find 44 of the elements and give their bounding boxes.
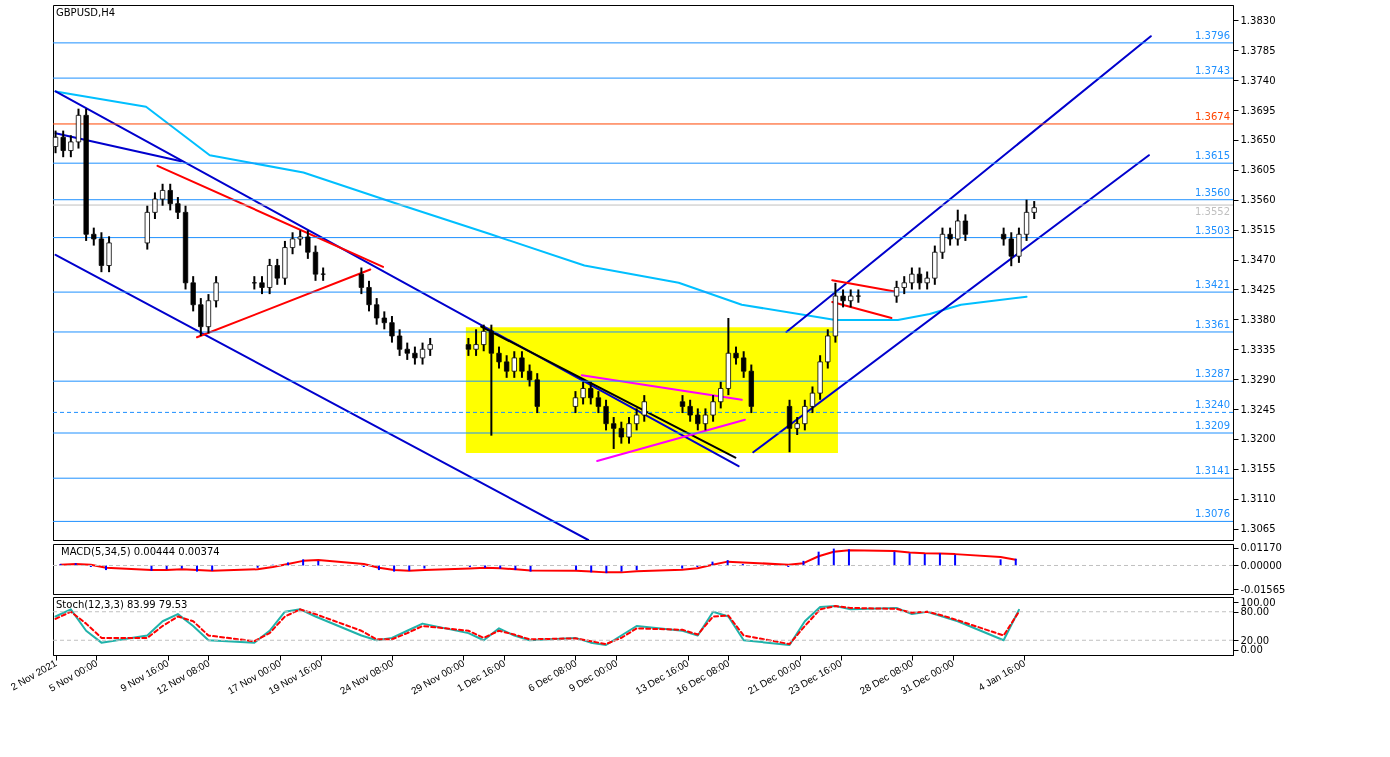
x-tick-label: 24 Nov 08:00 — [337, 657, 396, 697]
y-tick-label: 0.01170 — [1240, 542, 1282, 554]
y-tick-label: 100.00 — [1240, 596, 1276, 608]
y-tick-label: 1.3155 — [1240, 463, 1276, 475]
chart-title: MACD(5,34,5) 0.00444 0.00374 — [61, 546, 220, 557]
ref-line-label: 1.3552 — [1195, 206, 1230, 218]
y-tick-label: 1.3515 — [1240, 224, 1276, 236]
y-tick-label: 80.00 — [1240, 606, 1270, 618]
y-tick-label: 1.3650 — [1240, 134, 1276, 146]
y-tick-label: -0.01565 — [1240, 583, 1286, 595]
ref-line-label: 1.3076 — [1195, 508, 1230, 520]
y-tick-label: 1.3695 — [1240, 104, 1276, 116]
ref-line-label: 1.3421 — [1195, 279, 1230, 291]
y-tick-label: 1.3245 — [1240, 403, 1276, 415]
ref-line-label: 1.3796 — [1195, 29, 1230, 41]
y-tick-label: 1.3605 — [1240, 164, 1276, 176]
ref-line-label: 1.3560 — [1195, 186, 1230, 198]
ref-line-label: 1.3287 — [1195, 368, 1230, 380]
y-tick-label: 1.3470 — [1240, 254, 1276, 266]
y-tick-label: 1.3335 — [1240, 343, 1276, 355]
y-tick-label: 0.00000 — [1240, 559, 1282, 571]
ref-line-label: 1.3674 — [1195, 110, 1230, 122]
y-tick-label: 1.3200 — [1240, 433, 1276, 445]
y-tick-label: 1.3425 — [1240, 283, 1276, 295]
ref-line-label: 1.3141 — [1195, 465, 1230, 477]
ref-line-label: 1.3503 — [1195, 224, 1230, 236]
ref-line-label: 1.3615 — [1195, 150, 1230, 162]
y-tick-label: 1.3110 — [1240, 493, 1276, 505]
ref-line-label: 1.3209 — [1195, 420, 1230, 431]
y-tick-label: 20.00 — [1240, 634, 1270, 646]
y-tick-label: 1.3380 — [1240, 313, 1276, 325]
y-tick-label: 1.3830 — [1240, 14, 1276, 26]
y-tick-label: 1.3740 — [1240, 74, 1276, 86]
ref-line-label: 1.3361 — [1195, 318, 1230, 330]
ref-line-label: 1.3240 — [1195, 399, 1230, 411]
y-tick-label: 1.3065 — [1240, 523, 1276, 535]
y-tick-label: 1.3560 — [1240, 194, 1276, 206]
x-tick-label: 4 Jan 16:00 — [976, 657, 1028, 693]
chart-title: GBPUSD,H4 — [56, 7, 116, 18]
ref-line-label: 1.3743 — [1195, 65, 1230, 77]
y-tick-label: 1.3290 — [1240, 373, 1276, 385]
chart-title: Stoch(12,3,3) 83.99 79.53 — [56, 599, 188, 610]
y-tick-label: 0.00 — [1240, 644, 1263, 656]
y-tick-label: 1.3785 — [1240, 44, 1276, 56]
